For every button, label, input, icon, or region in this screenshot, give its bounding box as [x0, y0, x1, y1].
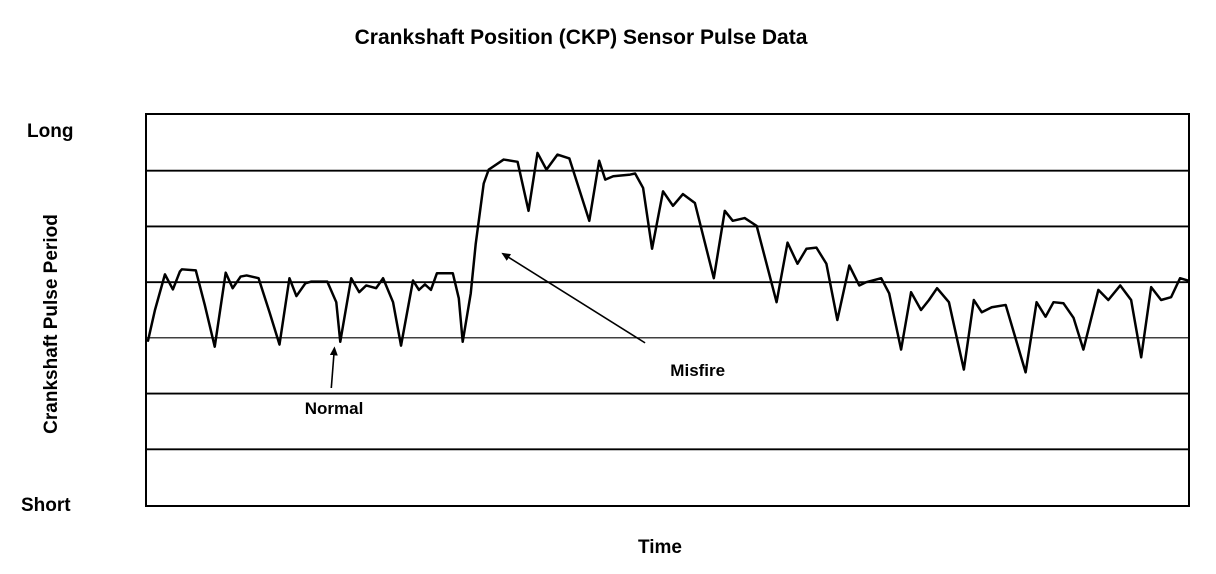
y-axis-bottom-label: Short [21, 495, 71, 516]
chart-title: Crankshaft Position (CKP) Sensor Pulse D… [354, 26, 808, 49]
waveform-svg [147, 151, 1188, 451]
annotation-arrow-misfire [501, 252, 646, 344]
series-crankshaft-pulse-period [147, 151, 1188, 374]
annotation-label-misfire: Misfire [670, 361, 726, 381]
y-axis-top-label: Long [27, 121, 74, 142]
annotation-arrow-normal [329, 346, 338, 389]
x-axis-title: Time [637, 537, 683, 558]
y-axis-title: Crankshaft Pulse Period [41, 214, 62, 434]
plot-area: Normal Misfire [145, 113, 1190, 507]
annotation-label-normal: Normal [304, 398, 364, 418]
